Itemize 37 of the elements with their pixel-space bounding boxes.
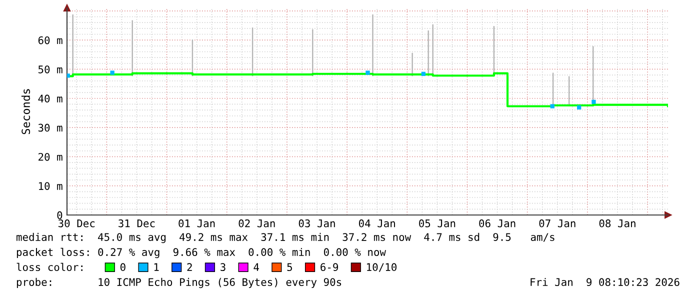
- x-tick-label: 08 Jan: [599, 219, 636, 228]
- x-tick-label: 06 Jan: [479, 219, 516, 228]
- point: [110, 70, 114, 75]
- point: [550, 104, 554, 108]
- x-tick-label: 01 Jan: [178, 219, 215, 228]
- y-tick-label: 30 m: [38, 124, 62, 132]
- x-tick-label: 07 Jan: [539, 219, 576, 228]
- x-tick-label: 03 Jan: [298, 219, 335, 228]
- y-tick-label: 40 m: [38, 94, 62, 103]
- point: [577, 105, 582, 110]
- point: [366, 70, 370, 75]
- legend-title: loss color:: [16, 262, 82, 272]
- y-tick-label: 10 m: [39, 182, 62, 190]
- legend-label: 2: [187, 263, 192, 271]
- y-tick-label: 60 m: [38, 36, 62, 44]
- legend-label: 1: [154, 263, 159, 271]
- text: packet loss: 0.27 % avg 9.66 % max 0.00 % min 0.00 % now: [16, 248, 386, 258]
- x-tick-label: 31 Dec: [118, 219, 155, 228]
- legend-label: 3: [220, 263, 226, 272]
- text: probe: 10 ICMP Echo Pings (56 Bytes) every 90s: [16, 278, 342, 288]
- text: Fri Jan 9 08:10:23 2026: [530, 278, 680, 286]
- legend-label: 4: [254, 263, 259, 271]
- point: [592, 100, 596, 104]
- legend-label: 6-9: [320, 263, 338, 272]
- y-tick-label: 50 m: [38, 65, 62, 74]
- y-tick-label: 0: [57, 211, 62, 220]
- legend-label: 10/10: [367, 263, 396, 272]
- x-tick-label: 05 Jan: [419, 219, 456, 228]
- x-tick-label: 02 Jan: [238, 219, 275, 228]
- y-tick-label: 20 m: [38, 152, 62, 161]
- y-axis-title: Seconds: [21, 89, 30, 134]
- x-tick-label: 04 Jan: [358, 219, 395, 228]
- legend-label: 0: [120, 263, 126, 272]
- text: median rtt: 45.0 ms avg 49.2 ms max 37.1 ms min 37.2 ms now 4.7 ms sd 9.5 am/s: [16, 232, 554, 244]
- legend-label: 5: [287, 263, 292, 272]
- x-tick-label: 30 Dec: [58, 219, 95, 228]
- point: [67, 74, 70, 78]
